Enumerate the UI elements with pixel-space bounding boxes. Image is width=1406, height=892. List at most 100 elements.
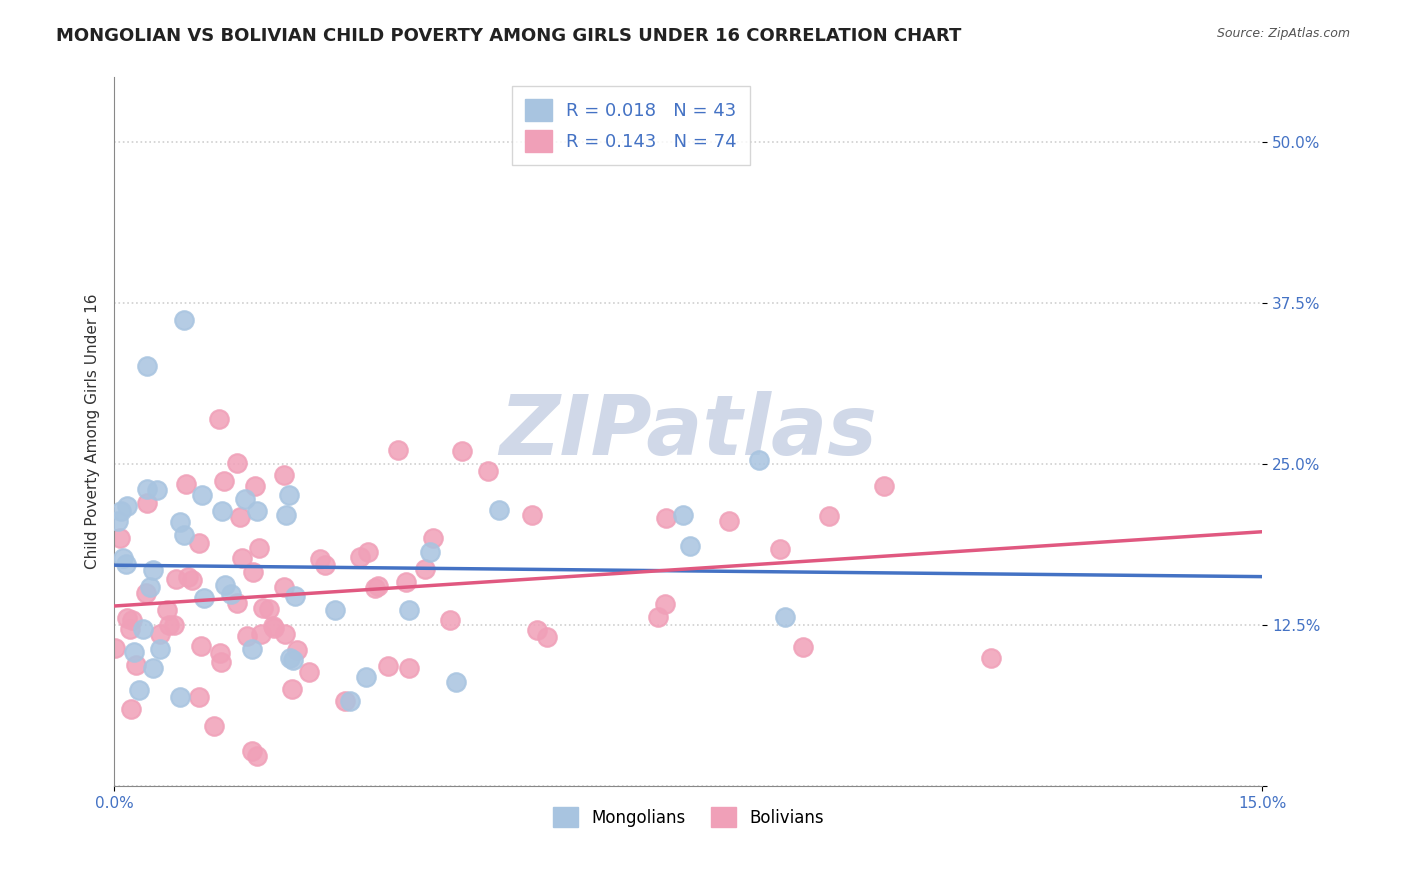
Point xyxy=(354,670,377,684)
Point xyxy=(174,477,197,491)
Point xyxy=(377,659,399,673)
Point xyxy=(274,508,297,523)
Point xyxy=(349,550,371,565)
Text: Source: ZipAtlas.com: Source: ZipAtlas.com xyxy=(1216,27,1350,40)
Point xyxy=(209,655,232,669)
Point xyxy=(367,579,389,593)
Legend: Mongolians, Bolivians: Mongolians, Bolivians xyxy=(547,800,831,834)
Point xyxy=(240,642,263,657)
Point xyxy=(398,603,420,617)
Point xyxy=(419,545,441,559)
Point xyxy=(229,510,252,524)
Point xyxy=(108,531,131,545)
Point xyxy=(136,496,159,510)
Point xyxy=(142,661,165,675)
Point xyxy=(980,651,1002,665)
Point xyxy=(157,618,180,632)
Point xyxy=(439,614,461,628)
Point xyxy=(233,492,256,507)
Point xyxy=(252,601,274,615)
Point xyxy=(146,483,169,497)
Point xyxy=(314,558,336,573)
Point xyxy=(149,626,172,640)
Point xyxy=(323,603,346,617)
Point xyxy=(281,681,304,696)
Point xyxy=(177,570,200,584)
Point xyxy=(873,479,896,493)
Point xyxy=(209,646,232,660)
Point xyxy=(526,623,548,637)
Point xyxy=(122,645,145,659)
Point xyxy=(748,453,770,467)
Point xyxy=(112,551,135,566)
Point xyxy=(422,531,444,545)
Point xyxy=(273,468,295,483)
Point xyxy=(262,619,284,633)
Point xyxy=(235,629,257,643)
Point xyxy=(115,611,138,625)
Point xyxy=(103,640,125,655)
Point xyxy=(647,610,669,624)
Point xyxy=(181,573,204,587)
Point xyxy=(208,412,231,426)
Point xyxy=(520,508,543,523)
Point xyxy=(226,596,249,610)
Point xyxy=(769,541,792,556)
Point xyxy=(139,580,162,594)
Point xyxy=(536,630,558,644)
Point xyxy=(156,603,179,617)
Point xyxy=(165,572,187,586)
Point xyxy=(107,514,129,528)
Y-axis label: Child Poverty Among Girls Under 16: Child Poverty Among Girls Under 16 xyxy=(86,293,100,569)
Point xyxy=(214,474,236,488)
Point xyxy=(169,515,191,529)
Point xyxy=(357,544,380,558)
Point xyxy=(247,541,270,555)
Point xyxy=(114,557,136,571)
Point xyxy=(274,627,297,641)
Point xyxy=(654,597,676,611)
Point xyxy=(283,653,305,667)
Point xyxy=(173,313,195,327)
Point xyxy=(257,602,280,616)
Point xyxy=(202,719,225,733)
Point xyxy=(398,661,420,675)
Point xyxy=(240,744,263,758)
Point xyxy=(190,640,212,654)
Point xyxy=(110,504,132,518)
Point xyxy=(817,509,839,524)
Point xyxy=(339,694,361,708)
Point xyxy=(120,702,142,716)
Point xyxy=(679,539,702,553)
Point xyxy=(277,488,299,502)
Point xyxy=(135,359,157,373)
Point xyxy=(278,650,301,665)
Point xyxy=(250,626,273,640)
Point xyxy=(173,528,195,542)
Point xyxy=(135,482,157,496)
Point xyxy=(219,587,242,601)
Point xyxy=(142,563,165,577)
Point xyxy=(792,640,814,655)
Point xyxy=(125,657,148,672)
Point xyxy=(118,622,141,636)
Point xyxy=(298,665,321,680)
Point xyxy=(450,443,472,458)
Point xyxy=(188,535,211,549)
Point xyxy=(246,748,269,763)
Point xyxy=(128,683,150,698)
Point xyxy=(115,499,138,513)
Point xyxy=(387,443,409,458)
Point xyxy=(132,622,155,636)
Point xyxy=(773,610,796,624)
Point xyxy=(395,574,418,589)
Point xyxy=(169,690,191,704)
Point xyxy=(149,641,172,656)
Point xyxy=(488,503,510,517)
Point xyxy=(335,693,357,707)
Point xyxy=(717,514,740,528)
Point xyxy=(284,589,307,603)
Point xyxy=(163,618,186,632)
Point xyxy=(242,565,264,579)
Point xyxy=(121,613,143,627)
